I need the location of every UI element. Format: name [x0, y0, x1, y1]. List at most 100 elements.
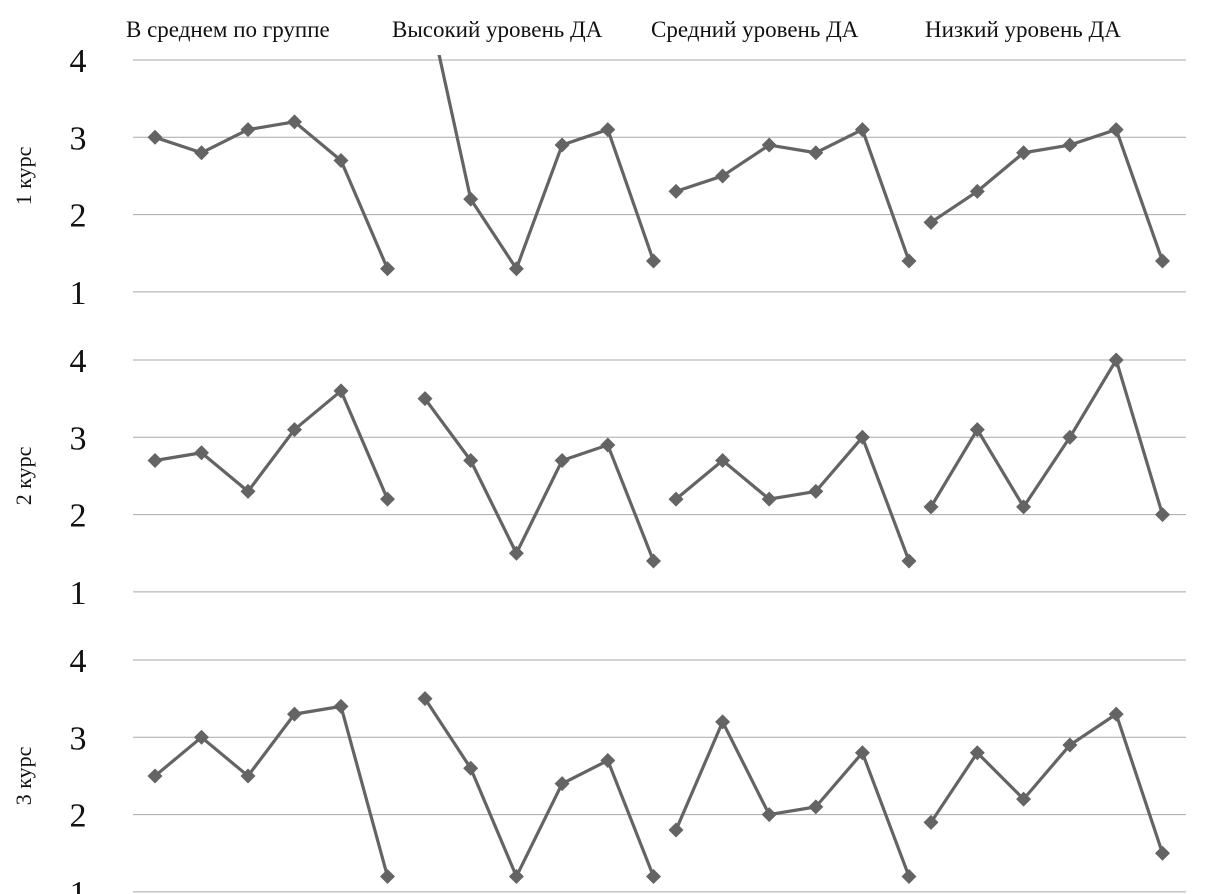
data-point	[1155, 507, 1170, 523]
data-point	[417, 691, 433, 707]
series-path	[675, 127, 911, 262]
data-point	[668, 822, 684, 838]
data-point	[854, 429, 870, 445]
data-point	[761, 137, 777, 153]
data-point	[646, 868, 661, 884]
data-point	[646, 253, 661, 269]
data-point	[554, 452, 570, 468]
data-point	[1108, 706, 1124, 722]
y-tick-label: 3	[70, 420, 87, 457]
data-point	[761, 491, 777, 507]
y-tick-label: 4	[70, 43, 87, 80]
y-tick-label: 1	[70, 275, 87, 312]
data-point	[901, 253, 917, 269]
data-point	[1016, 499, 1032, 515]
data-point	[194, 445, 209, 461]
data-point	[761, 807, 777, 823]
data-point	[240, 122, 256, 138]
data-point	[969, 745, 985, 761]
data-point	[240, 768, 256, 784]
data-point	[380, 868, 395, 884]
series-path	[929, 358, 1165, 516]
series-path	[154, 120, 389, 270]
data-point	[1016, 791, 1032, 807]
chart-row-1: 1 2 3 4 1 курс	[11, 43, 1186, 312]
data-point	[287, 114, 302, 130]
series-line	[668, 122, 917, 269]
data-point	[854, 122, 870, 138]
data-point	[333, 383, 349, 399]
data-point	[715, 714, 731, 730]
data-point	[1108, 352, 1124, 368]
data-point	[287, 422, 302, 438]
series-line	[417, 391, 661, 569]
row-label: 3 курс	[11, 746, 36, 805]
data-point	[194, 729, 209, 745]
series-path	[423, 397, 655, 562]
data-point	[1062, 429, 1078, 445]
y-tick-label: 3	[70, 120, 87, 157]
column-title-4: Низкий уровень ДА	[925, 17, 1121, 42]
series-line	[417, 691, 661, 884]
series-line	[668, 429, 917, 569]
series-path	[437, 55, 656, 271]
data-point	[668, 183, 684, 199]
data-point	[380, 261, 395, 277]
series-line	[668, 714, 917, 884]
series-path	[674, 435, 911, 562]
series-line	[437, 55, 661, 277]
series-path	[154, 389, 389, 500]
series-path	[153, 704, 390, 877]
data-point	[969, 422, 985, 438]
data-point	[508, 868, 524, 884]
series-path	[423, 697, 655, 879]
data-point	[715, 452, 731, 468]
data-point	[508, 545, 524, 561]
series-line	[923, 352, 1170, 523]
data-point	[1062, 137, 1078, 153]
data-point	[1108, 122, 1124, 138]
y-tick-label: 4	[70, 643, 87, 680]
y-tick-label: 1	[70, 575, 87, 612]
column-title-2: Высокий уровень ДА	[392, 17, 603, 42]
series-path	[930, 127, 1165, 262]
data-point	[1062, 737, 1078, 753]
data-point	[808, 483, 824, 499]
data-point	[380, 491, 395, 507]
series-line	[923, 122, 1170, 269]
data-point	[333, 698, 349, 714]
row-label: 1 курс	[11, 146, 36, 205]
data-point	[463, 191, 479, 207]
y-tick-label: 2	[70, 198, 87, 235]
data-point	[287, 706, 302, 722]
data-point	[808, 145, 824, 161]
data-point	[508, 261, 524, 277]
data-point	[1155, 253, 1170, 269]
data-point	[646, 553, 661, 569]
data-point	[554, 776, 570, 792]
y-tick-label: 3	[70, 720, 87, 757]
series-line	[147, 698, 395, 884]
data-point	[147, 129, 163, 145]
series-path	[674, 720, 911, 878]
series-line	[147, 383, 395, 507]
data-point	[417, 391, 433, 407]
series-line	[923, 706, 1170, 861]
data-point	[715, 168, 731, 184]
y-tick-label: 4	[70, 343, 87, 380]
data-point	[333, 152, 349, 168]
y-tick-label: 1	[70, 875, 87, 894]
series-line	[147, 114, 395, 277]
data-point	[600, 122, 616, 138]
data-point	[808, 799, 824, 815]
chart-row-3: 1 2 3 4 3 курс	[11, 643, 1186, 894]
data-point	[1155, 845, 1170, 861]
data-point	[668, 491, 684, 507]
series-path	[929, 712, 1165, 854]
data-point	[147, 452, 163, 468]
column-titles: В среднем по группе Высокий уровень ДА Сре…	[126, 17, 1121, 42]
chart-rows: 1 2 3 4 1 курс 1 2 3 4 2 курс 1 2 3 4 3 курс	[11, 43, 1186, 894]
row-label: 2 курс	[11, 446, 36, 505]
data-point	[854, 745, 870, 761]
